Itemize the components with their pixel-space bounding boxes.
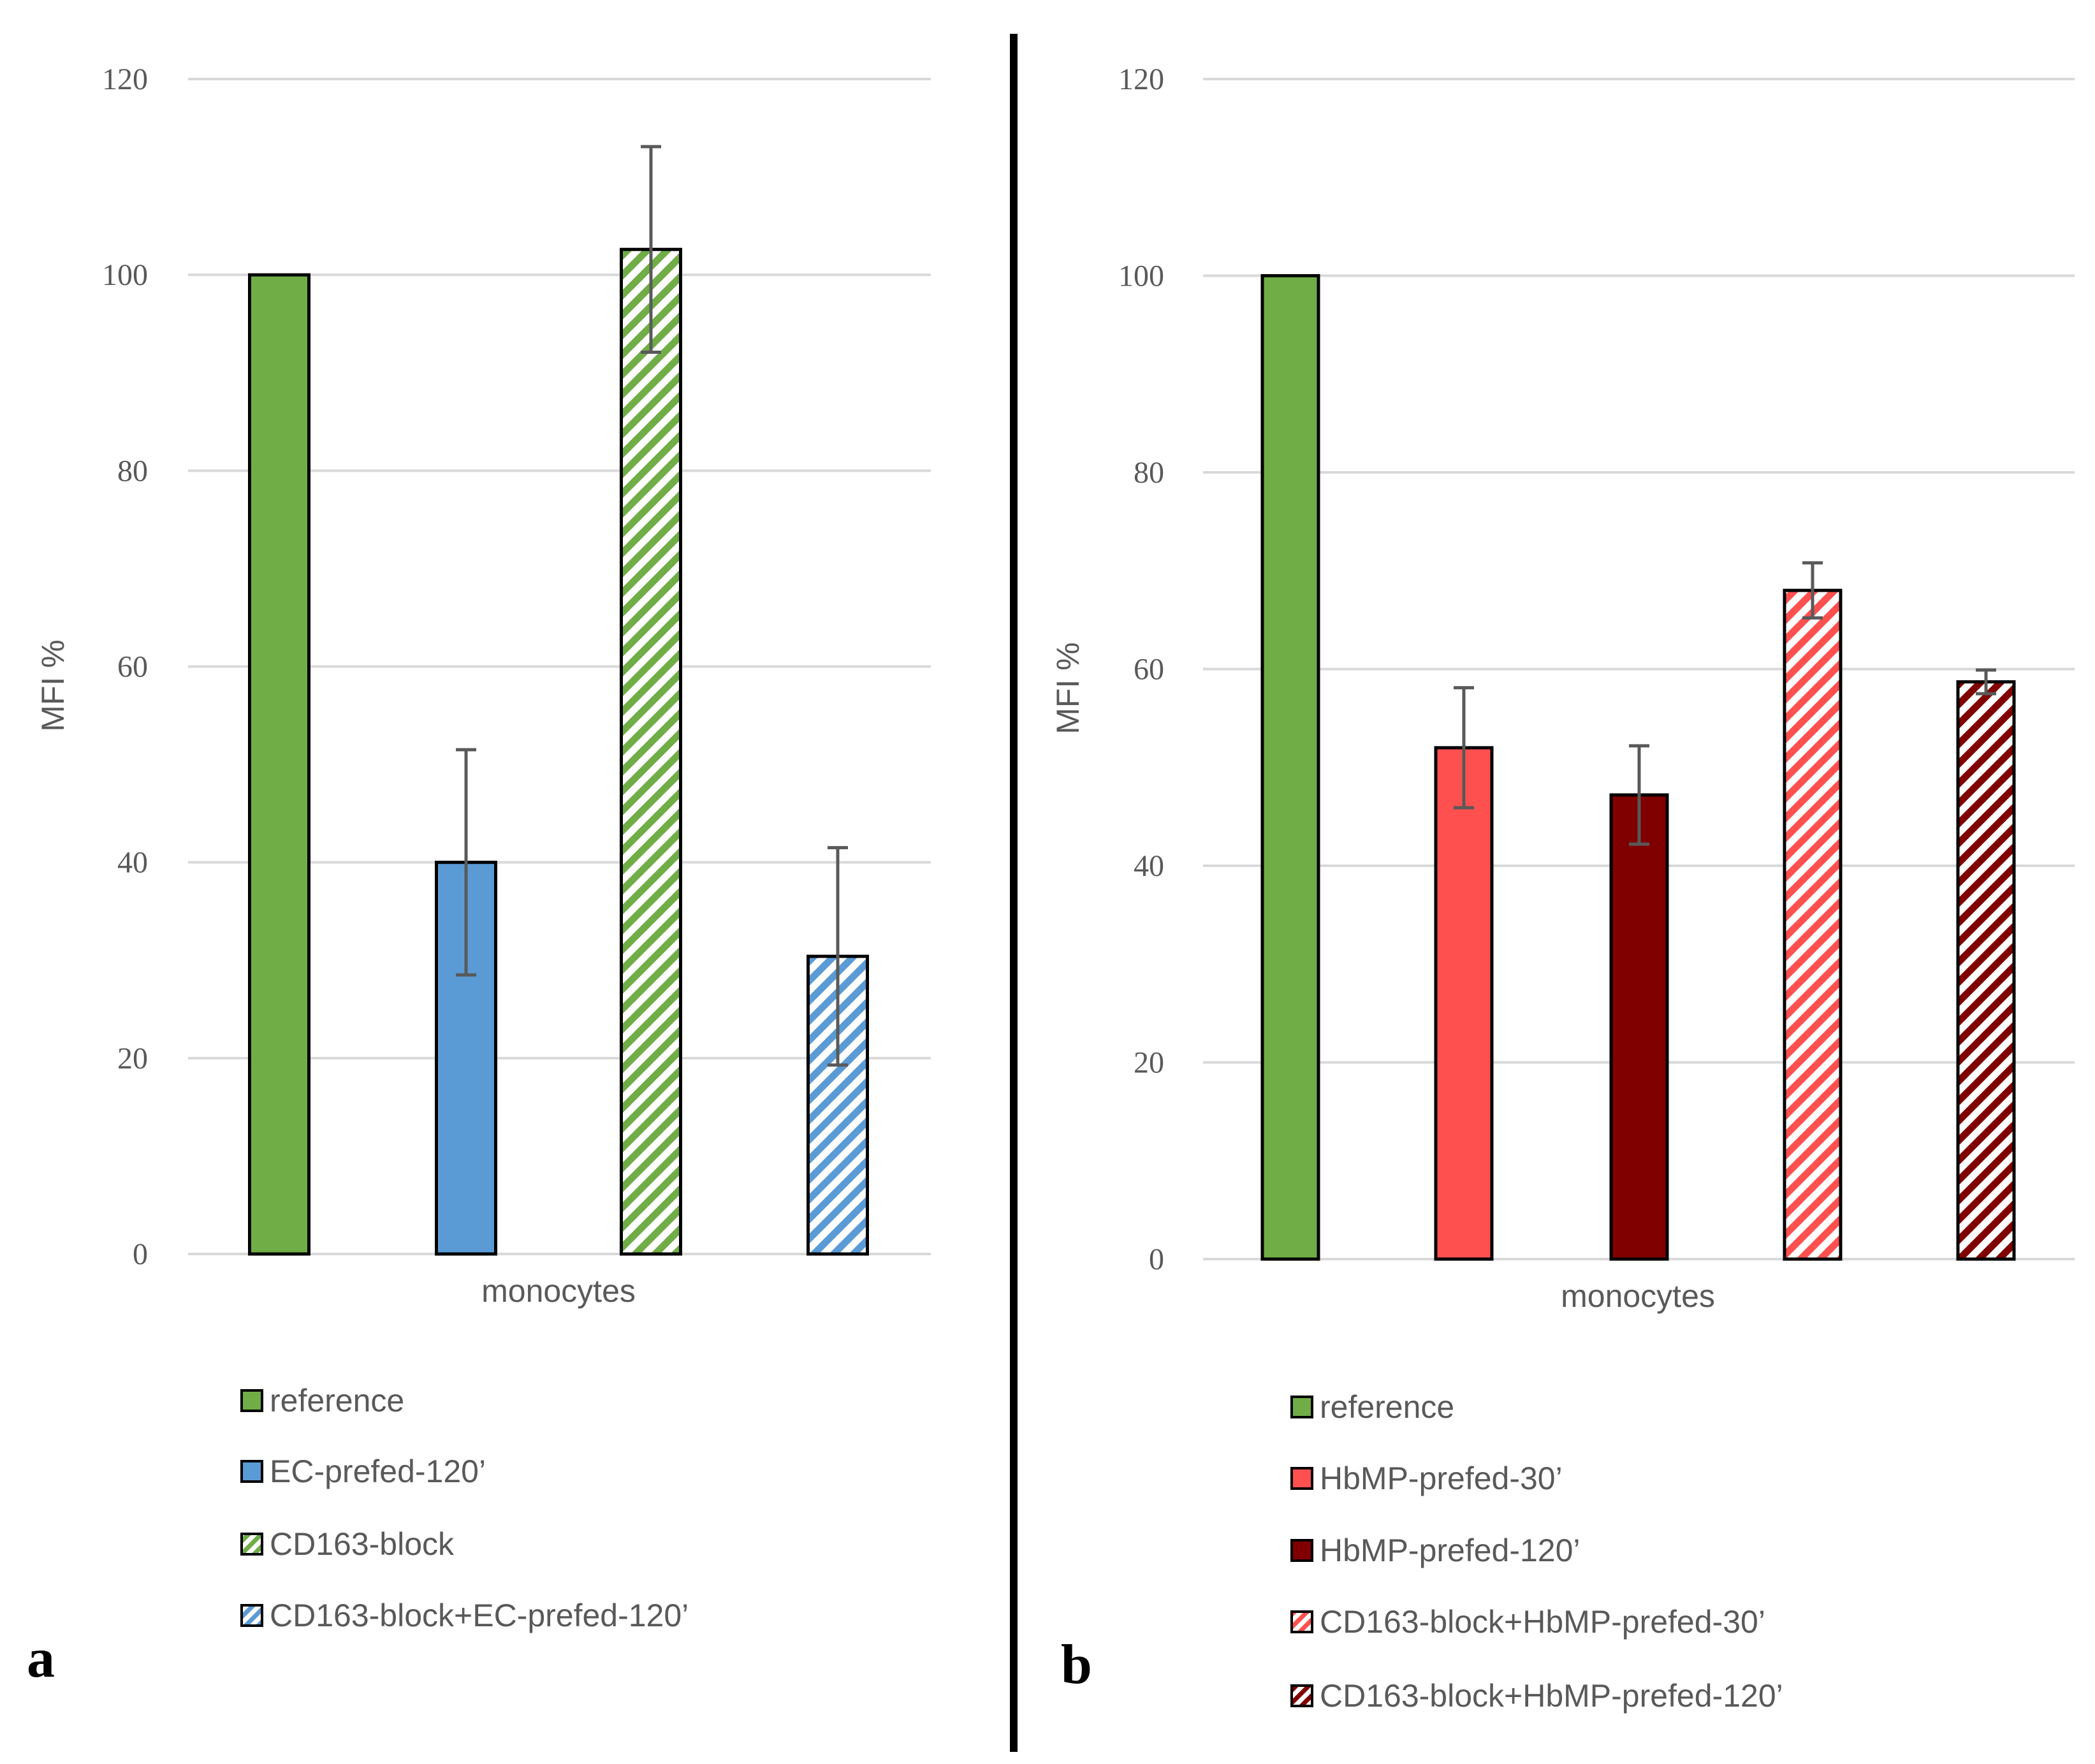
legend-swatch <box>240 1533 263 1556</box>
y-tick-label: 120 <box>1118 62 1164 96</box>
y-tick-label: 60 <box>1134 653 1164 687</box>
bar-3 <box>620 247 682 1256</box>
panel-label: a <box>27 1628 55 1689</box>
y-tick-label: 40 <box>1134 849 1164 883</box>
y-axis-label: MFI % <box>1050 642 1086 734</box>
legend-swatch <box>1290 1610 1313 1633</box>
legend-label: reference <box>1320 1389 1454 1425</box>
y-tick-label: 120 <box>102 62 148 96</box>
error-bar <box>1976 668 1996 696</box>
error-bar <box>1629 744 1649 846</box>
legend-swatch <box>1290 1684 1313 1707</box>
y-tick-label: 80 <box>1134 456 1164 490</box>
legend-swatch <box>1290 1467 1313 1490</box>
error-bar <box>456 748 476 977</box>
y-tick-label: 20 <box>1134 1046 1164 1080</box>
legend-label: CD163-block+EC-prefed-120’ <box>270 1598 689 1633</box>
x-axis-label: monocytes <box>481 1273 636 1309</box>
y-tick-label: 0 <box>133 1237 148 1271</box>
error-bar <box>1802 561 1823 620</box>
legend-label: HbMP-prefed-30’ <box>1320 1461 1563 1496</box>
bar-2 <box>1434 746 1494 1261</box>
legend-label: EC-prefed-120’ <box>270 1454 486 1489</box>
bar-3 <box>1609 793 1669 1261</box>
error-bar <box>828 846 848 1067</box>
y-tick-label: 40 <box>117 846 148 880</box>
error-bar <box>641 145 661 354</box>
legend-label: reference <box>270 1383 404 1418</box>
panel-divider <box>1010 34 1018 1752</box>
panel-label: b <box>1061 1634 1092 1696</box>
bar-1 <box>248 273 310 1256</box>
y-tick-label: 0 <box>1149 1243 1164 1276</box>
chart-panel-a: 0 20 40 60 80 100 120 MFI % monocytes reference EC… <box>27 62 931 1689</box>
y-tick-label: 20 <box>117 1042 148 1075</box>
legend-label: CD163-block+HbMP-prefed-30’ <box>1320 1604 1765 1640</box>
y-tick-label: 100 <box>102 258 148 292</box>
legend-label: CD163-block <box>270 1526 455 1562</box>
y-axis-label: MFI % <box>35 639 71 731</box>
bar-1 <box>1260 274 1320 1261</box>
legend-label: CD163-block+HbMP-prefed-120’ <box>1320 1678 1783 1714</box>
legend-swatch <box>1290 1396 1313 1418</box>
y-tick-label: 100 <box>1118 259 1164 293</box>
bar-5 <box>1956 680 2016 1261</box>
bar-4 <box>1783 588 1843 1261</box>
legend-swatch <box>240 1460 263 1483</box>
legend-swatch <box>1290 1539 1313 1562</box>
legend-swatch <box>240 1604 263 1627</box>
y-tick-label: 80 <box>117 454 148 488</box>
legend-swatch <box>240 1389 263 1412</box>
y-tick-label: 60 <box>117 650 148 684</box>
x-axis-label: monocytes <box>1561 1278 1715 1314</box>
error-bar <box>1454 686 1474 810</box>
chart-panel-b: 0 20 40 60 80 100 120 MFI % monocytes reference Hb… <box>1050 62 2075 1714</box>
legend-label: HbMP-prefed-120’ <box>1320 1533 1580 1568</box>
